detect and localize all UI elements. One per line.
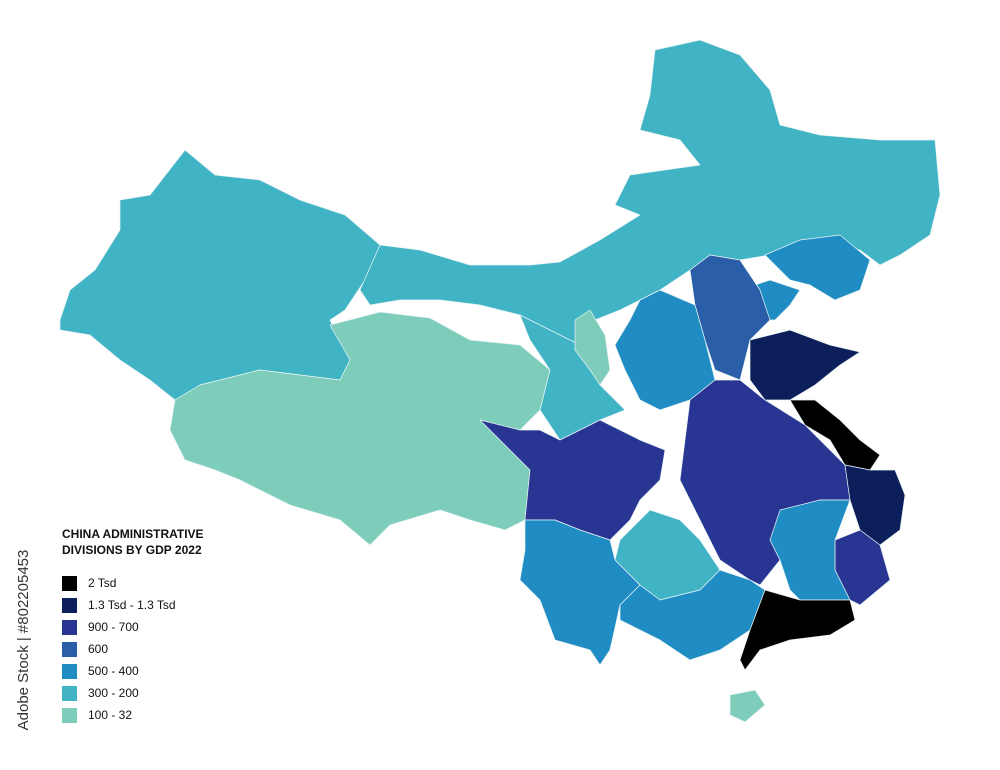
legend-swatch [62, 686, 77, 701]
legend-swatch [62, 664, 77, 679]
legend-swatch [62, 708, 77, 723]
province [729, 689, 766, 723]
title-line: DIVISIONS BY GDP 2022 [62, 543, 202, 557]
legend-label: 600 [88, 642, 108, 656]
legend-swatch [62, 598, 77, 613]
legend-label: 1.3 Tsd - 1.3 Tsd [88, 598, 176, 612]
province [739, 589, 856, 671]
watermark: Adobe Stock | #802205453 [15, 550, 32, 731]
province [59, 149, 381, 401]
title-line: CHINA ADMINISTRATIVE [62, 527, 204, 541]
legend-label: 300 - 200 [88, 686, 139, 700]
legend-swatch [62, 642, 77, 657]
province [789, 399, 881, 471]
legend-label: 100 - 32 [88, 708, 132, 722]
legend-label: 900 - 700 [88, 620, 139, 634]
province [519, 519, 641, 666]
province [614, 289, 716, 411]
legend-label: 2 Tsd [88, 576, 116, 590]
legend: 2 Tsd 1.3 Tsd - 1.3 Tsd 900 - 700 600 500 - … [62, 576, 176, 723]
legend-swatch [62, 576, 77, 591]
province [844, 464, 906, 546]
legend-label: 500 - 400 [88, 664, 139, 678]
province [764, 234, 871, 301]
province [749, 329, 861, 401]
legend-swatch [62, 620, 77, 635]
china-map [59, 39, 941, 723]
province [574, 309, 611, 386]
